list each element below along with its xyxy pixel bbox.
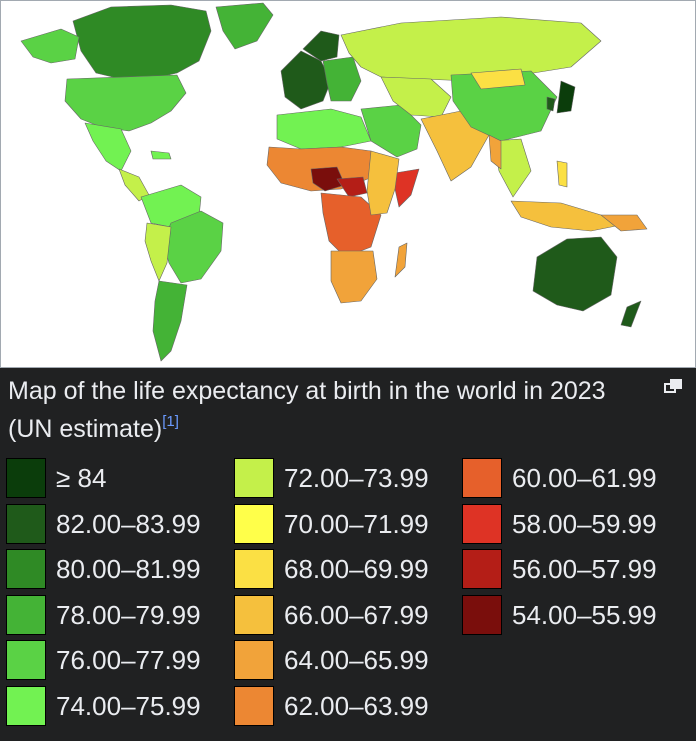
legend-label: 76.00–77.99 xyxy=(56,645,201,675)
region-russia xyxy=(340,16,602,82)
legend-swatch xyxy=(6,549,46,589)
legend-item: 82.00–83.99 xyxy=(6,503,234,550)
legend-item: 66.00–67.99 xyxy=(234,594,462,641)
legend-swatch xyxy=(234,458,274,498)
legend-swatch xyxy=(462,503,502,544)
region-north-africa xyxy=(276,108,372,150)
region-canada xyxy=(72,4,212,80)
region-philippines xyxy=(556,160,568,188)
legend-swatch xyxy=(6,458,46,498)
legend-item: 76.00–77.99 xyxy=(6,640,234,686)
legend-label: 56.00–57.99 xyxy=(512,554,657,584)
legend-label: 78.00–79.99 xyxy=(56,599,201,630)
region-nigeria xyxy=(336,176,368,198)
region-australia xyxy=(532,236,618,312)
legend-item: 78.00–79.99 xyxy=(6,594,234,641)
legend-label: 54.00–55.99 xyxy=(512,599,657,630)
legend-swatch xyxy=(6,503,46,544)
legend-swatch xyxy=(462,458,502,498)
region-scandinavia xyxy=(302,30,340,62)
region-caribbean xyxy=(150,150,172,160)
legend-item: ≥ 84 xyxy=(6,458,234,504)
legend-item: 64.00–65.99 xyxy=(234,640,462,686)
legend-item: 70.00–71.99 xyxy=(234,503,462,550)
region-china xyxy=(450,70,558,142)
region-eastern-europe xyxy=(322,56,362,102)
legend-label: 58.00–59.99 xyxy=(512,508,657,539)
legend-item: 60.00–61.99 xyxy=(462,458,690,504)
region-japan xyxy=(556,80,576,114)
region-andes xyxy=(144,222,172,282)
world-map xyxy=(20,2,648,362)
caption-text: Map of the life expectancy at birth in t… xyxy=(8,377,606,443)
reference-link[interactable]: [1] xyxy=(162,413,179,430)
region-mongolia xyxy=(470,68,526,90)
region-chad-car xyxy=(310,166,346,192)
region-alaska xyxy=(20,28,80,64)
legend: ≥ 84 82.00–83.99 80.00–81.99 78.00–79.99 76.… xyxy=(6,458,690,728)
legend-item: 58.00–59.99 xyxy=(462,503,690,550)
life-expectancy-map[interactable] xyxy=(0,0,696,368)
legend-swatch xyxy=(462,549,502,589)
legend-swatch xyxy=(234,549,274,589)
legend-label: 82.00–83.99 xyxy=(56,508,201,539)
region-papua xyxy=(600,214,648,232)
legend-label: ≥ 84 xyxy=(56,463,107,493)
legend-label: 72.00–73.99 xyxy=(284,463,429,493)
legend-swatch xyxy=(462,594,502,635)
enlarge-icon[interactable] xyxy=(662,378,684,396)
legend-swatch xyxy=(6,640,46,680)
region-horn xyxy=(394,168,420,208)
region-new-zealand xyxy=(620,300,642,328)
legend-item: 80.00–81.99 xyxy=(6,549,234,595)
region-greenland xyxy=(215,2,274,50)
legend-label: 66.00–67.99 xyxy=(284,599,429,630)
legend-swatch xyxy=(234,685,274,726)
legend-label: 80.00–81.99 xyxy=(56,554,201,584)
legend-item: 72.00–73.99 xyxy=(234,458,462,504)
legend-swatch xyxy=(6,685,46,726)
region-usa xyxy=(64,74,187,132)
legend-swatch xyxy=(234,640,274,680)
region-indonesia xyxy=(510,200,622,232)
region-southern-africa xyxy=(330,250,378,304)
legend-item: 74.00–75.99 xyxy=(6,685,234,732)
legend-column: ≥ 84 82.00–83.99 80.00–81.99 78.00–79.99 76.… xyxy=(6,458,234,731)
region-korea xyxy=(546,96,556,112)
legend-item: 62.00–63.99 xyxy=(234,685,462,732)
region-southern-cone xyxy=(152,280,188,362)
legend-column: 72.00–73.99 70.00–71.99 68.00–69.99 66.00–6… xyxy=(234,458,462,731)
region-western-europe xyxy=(280,50,332,110)
legend-label: 68.00–69.99 xyxy=(284,554,429,584)
legend-swatch xyxy=(234,594,274,635)
legend-item: 56.00–57.99 xyxy=(462,549,690,595)
legend-label: 70.00–71.99 xyxy=(284,508,429,539)
legend-item: 68.00–69.99 xyxy=(234,549,462,595)
legend-swatch xyxy=(234,503,274,544)
legend-swatch xyxy=(6,594,46,635)
legend-label: 60.00–61.99 xyxy=(512,463,657,493)
legend-label: 62.00–63.99 xyxy=(284,690,429,721)
region-myanmar xyxy=(488,134,502,170)
legend-label: 74.00–75.99 xyxy=(56,690,201,721)
legend-column: 60.00–61.99 58.00–59.99 56.00–57.99 54.00–5… xyxy=(462,458,690,640)
legend-item: 54.00–55.99 xyxy=(462,594,690,641)
region-madagascar xyxy=(394,242,408,278)
region-east-africa xyxy=(366,150,400,216)
legend-label: 64.00–65.99 xyxy=(284,645,429,675)
map-caption: Map of the life expectancy at birth in t… xyxy=(8,372,648,448)
